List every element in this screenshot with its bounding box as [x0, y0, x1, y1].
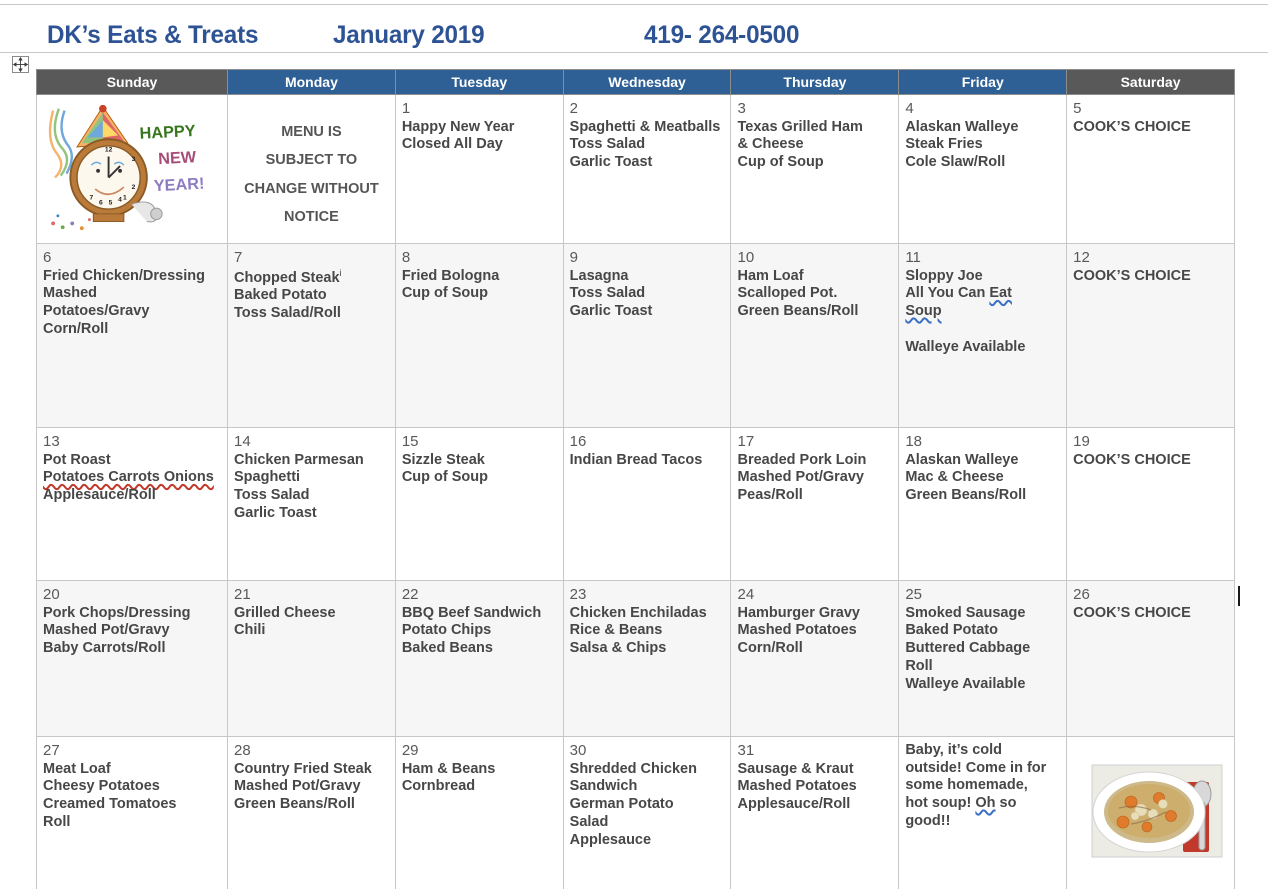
svg-text:2: 2 [132, 184, 136, 191]
svg-text:12: 12 [105, 147, 113, 154]
svg-text:YEAR!: YEAR! [153, 175, 204, 196]
svg-text:HAPPY: HAPPY [139, 122, 196, 143]
svg-text:1: 1 [123, 195, 127, 202]
svg-text:NEW: NEW [158, 148, 197, 168]
svg-text:5: 5 [109, 199, 113, 206]
svg-text:3: 3 [132, 156, 136, 163]
svg-text:6: 6 [99, 199, 103, 206]
svg-text:7: 7 [90, 195, 94, 202]
svg-text:4: 4 [118, 196, 122, 203]
